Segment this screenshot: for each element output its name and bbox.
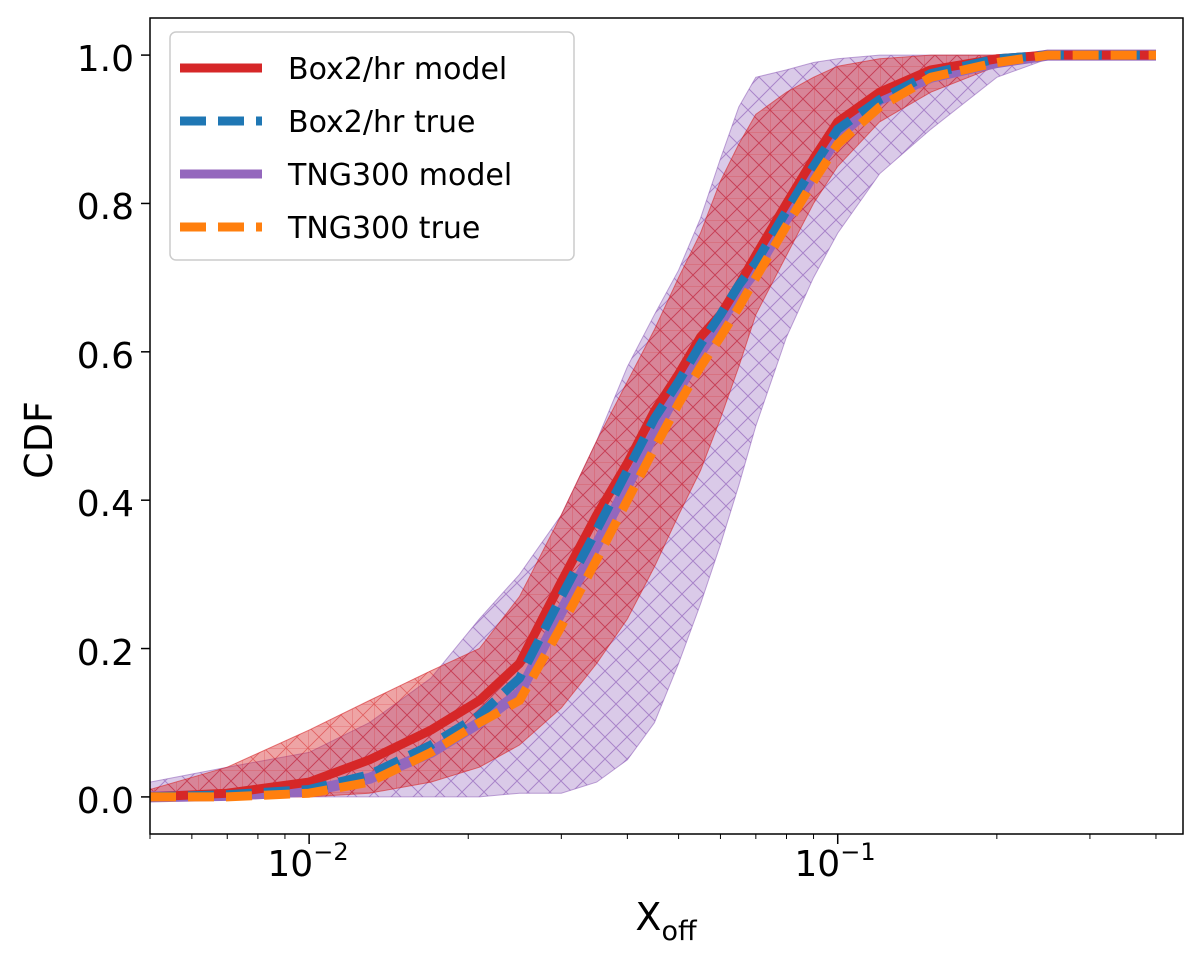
y-tick-label: 0.8: [77, 187, 134, 228]
legend-label-tng300-model: TNG300 model: [287, 158, 512, 193]
y-tick-label: 0.2: [77, 633, 134, 674]
legend-label-tng300-true: TNG300 true: [287, 211, 480, 246]
y-tick-label: 0.0: [77, 781, 134, 822]
ticks-layer: [141, 54, 1157, 844]
legend-label-box2-true: Box2/hr true: [288, 105, 475, 140]
plot-frame: [149, 17, 1184, 835]
y-axis-label: CDF: [17, 401, 61, 479]
y-tick-label: 0.6: [77, 336, 134, 377]
x-tick-label: 10−2: [267, 838, 348, 885]
x-tick-label: 10−1: [794, 838, 875, 885]
series-line-box2-hr-true: [150, 50, 1156, 802]
legend-box: [169, 31, 575, 261]
lines-layer: [150, 49, 1156, 803]
legend-label-box2-model: Box2/hr model: [288, 52, 507, 87]
x-axis-label: Xoff: [635, 895, 698, 947]
y-tick-label: 0.4: [77, 484, 134, 525]
y-tick-label: 1.0: [77, 39, 134, 80]
legend: Box2/hr model Box2/hr true TNG300 model …: [169, 31, 575, 261]
